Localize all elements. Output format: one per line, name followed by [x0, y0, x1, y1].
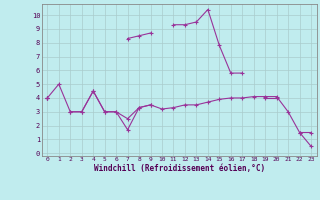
- X-axis label: Windchill (Refroidissement éolien,°C): Windchill (Refroidissement éolien,°C): [94, 164, 265, 173]
